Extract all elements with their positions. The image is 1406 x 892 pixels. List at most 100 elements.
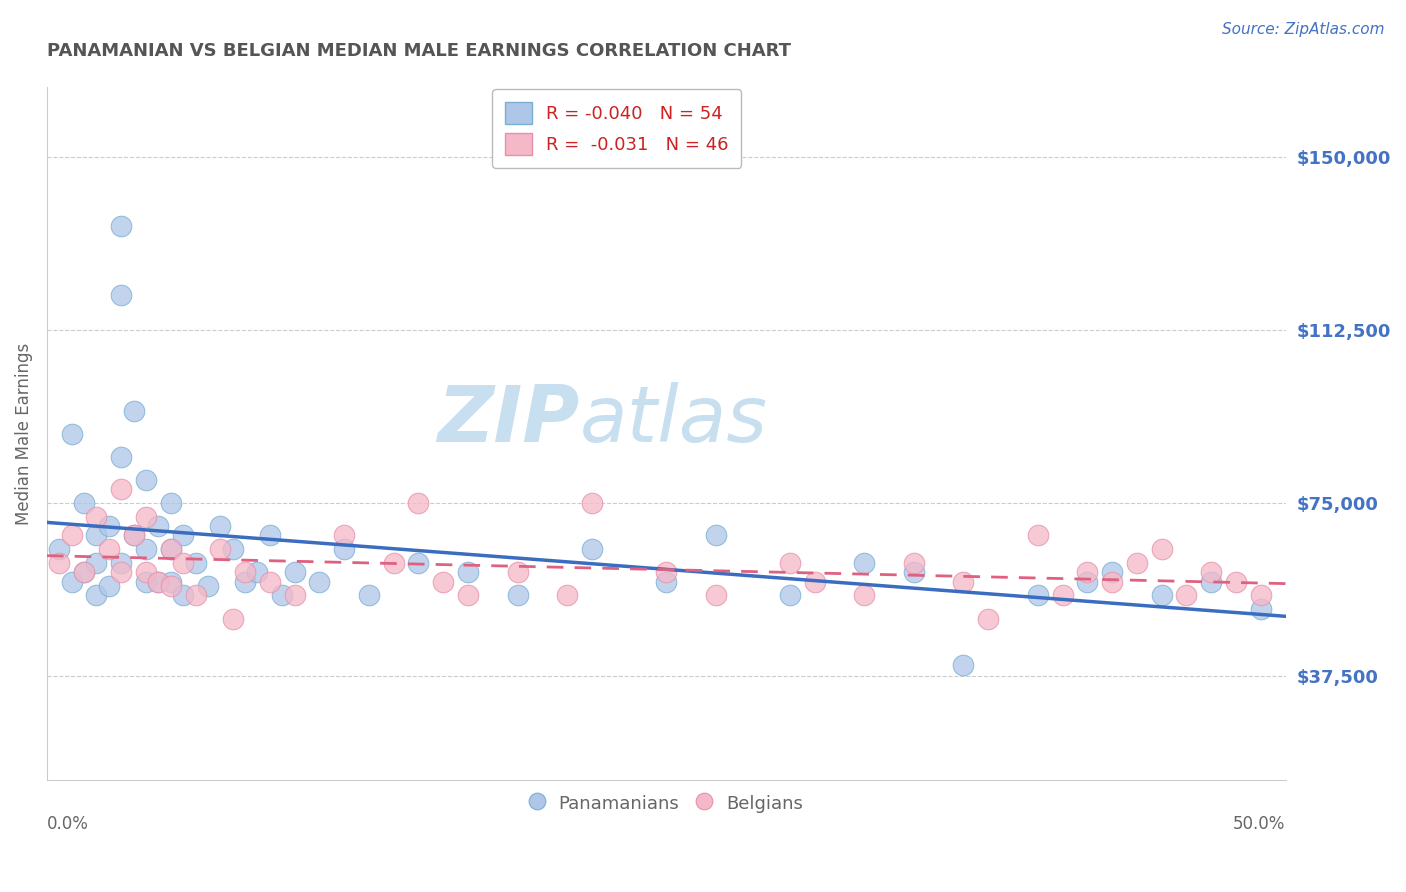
Point: [184, 556, 207, 570]
Point: [555, 589, 578, 603]
Point: [655, 566, 678, 580]
Point: [60, 574, 83, 589]
Point: [506, 566, 529, 580]
Point: [1026, 528, 1049, 542]
Point: [110, 482, 132, 496]
Point: [233, 574, 256, 589]
Point: [382, 556, 405, 570]
Point: [73, 496, 96, 510]
Point: [333, 528, 356, 542]
Point: [1225, 574, 1247, 589]
Point: [271, 589, 294, 603]
Point: [1250, 602, 1272, 616]
Point: [259, 574, 281, 589]
Point: [408, 556, 430, 570]
Point: [135, 510, 157, 524]
Point: [1199, 566, 1222, 580]
Point: [284, 589, 307, 603]
Point: [704, 528, 727, 542]
Point: [704, 589, 727, 603]
Point: [952, 574, 974, 589]
Point: [1076, 566, 1098, 580]
Point: [333, 542, 356, 557]
Point: [952, 657, 974, 672]
Point: [135, 574, 157, 589]
Point: [284, 566, 307, 580]
Point: [408, 496, 430, 510]
Point: [97, 519, 120, 533]
Text: 0.0%: 0.0%: [46, 814, 89, 833]
Point: [506, 589, 529, 603]
Point: [357, 589, 380, 603]
Point: [1150, 542, 1173, 557]
Point: [457, 566, 479, 580]
Point: [1101, 566, 1123, 580]
Point: [308, 574, 330, 589]
Y-axis label: Median Male Earnings: Median Male Earnings: [15, 343, 32, 524]
Point: [73, 566, 96, 580]
Point: [148, 519, 170, 533]
Point: [1076, 574, 1098, 589]
Point: [110, 566, 132, 580]
Point: [1126, 556, 1149, 570]
Point: [86, 510, 108, 524]
Point: [1101, 574, 1123, 589]
Point: [73, 566, 96, 580]
Text: ZIP: ZIP: [437, 382, 579, 458]
Text: 50.0%: 50.0%: [1233, 814, 1285, 833]
Point: [1052, 589, 1074, 603]
Text: PANAMANIAN VS BELGIAN MEDIAN MALE EARNINGS CORRELATION CHART: PANAMANIAN VS BELGIAN MEDIAN MALE EARNIN…: [46, 42, 792, 60]
Point: [60, 426, 83, 441]
Point: [903, 566, 925, 580]
Point: [804, 574, 827, 589]
Point: [122, 528, 145, 542]
Point: [159, 542, 181, 557]
Point: [86, 589, 108, 603]
Point: [432, 574, 454, 589]
Point: [135, 542, 157, 557]
Point: [110, 219, 132, 233]
Point: [159, 542, 181, 557]
Point: [233, 566, 256, 580]
Legend: Panamanians, Belgians: Panamanians, Belgians: [522, 787, 810, 820]
Point: [209, 542, 232, 557]
Text: atlas: atlas: [579, 382, 768, 458]
Point: [184, 589, 207, 603]
Point: [246, 566, 269, 580]
Point: [48, 542, 70, 557]
Point: [655, 574, 678, 589]
Point: [48, 556, 70, 570]
Point: [197, 579, 219, 593]
Point: [148, 574, 170, 589]
Point: [159, 579, 181, 593]
Point: [581, 496, 603, 510]
Point: [110, 288, 132, 302]
Point: [110, 556, 132, 570]
Point: [1150, 589, 1173, 603]
Point: [1026, 589, 1049, 603]
Point: [221, 611, 243, 625]
Point: [60, 528, 83, 542]
Point: [221, 542, 243, 557]
Point: [97, 542, 120, 557]
Point: [86, 528, 108, 542]
Point: [1199, 574, 1222, 589]
Text: Source: ZipAtlas.com: Source: ZipAtlas.com: [1222, 22, 1385, 37]
Point: [779, 589, 801, 603]
Point: [209, 519, 232, 533]
Point: [135, 566, 157, 580]
Point: [159, 574, 181, 589]
Point: [135, 473, 157, 487]
Point: [1175, 589, 1198, 603]
Point: [581, 542, 603, 557]
Point: [853, 556, 876, 570]
Point: [457, 589, 479, 603]
Point: [172, 528, 194, 542]
Point: [148, 574, 170, 589]
Point: [122, 528, 145, 542]
Point: [122, 403, 145, 417]
Point: [977, 611, 1000, 625]
Point: [259, 528, 281, 542]
Point: [779, 556, 801, 570]
Point: [903, 556, 925, 570]
